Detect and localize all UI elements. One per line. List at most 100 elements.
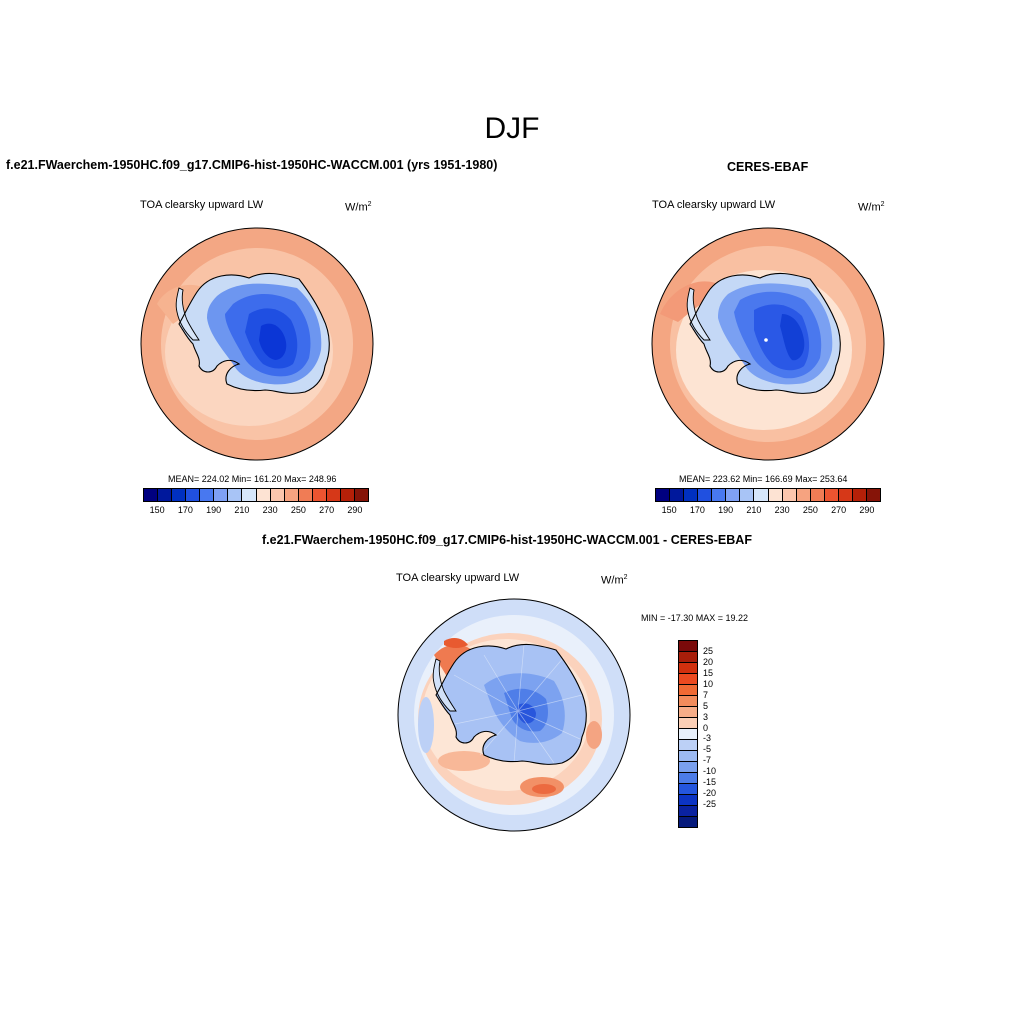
colorbar-swatch [679,641,697,651]
obs-variable-label: TOA clearsky upward LW [652,199,776,211]
colorbar-swatch [679,816,697,827]
colorbar-swatch [679,717,697,728]
colorbar-swatch [679,761,697,772]
colorbar-swatch [837,489,852,501]
model-colorbar [143,488,369,502]
model-panel-title: f.e21.FWaerchem-1950HC.f09_g17.CMIP6-his… [6,158,498,172]
model-stats: MEAN= 224.02 Min= 161.20 Max= 248.96 [168,474,337,484]
colorbar-swatch [851,489,866,501]
obs-map [651,227,885,461]
colorbar-swatch [683,489,698,501]
colorbar-swatch [781,489,796,501]
colorbar-swatch [311,489,326,501]
colorbar-swatch [697,489,712,501]
colorbar-tick-label: 230 [774,505,790,515]
model-map [140,227,374,461]
colorbar-tick-label: 290 [347,505,363,515]
colorbar-tick-label: 0 [703,722,709,733]
obs-panel-title: CERES-EBAF [727,160,809,174]
colorbar-swatch [679,739,697,750]
colorbar-swatch [325,489,340,501]
diff-colorbar-ticks: 25 20 15 10 7 5 3 0 -3 -5 -7 -10 -15 -20 -25 [703,640,733,826]
colorbar-tick-label: 190 [206,505,222,515]
colorbar-swatch [679,706,697,717]
diff-panel-title: f.e21.FWaerchem-1950HC.f09_g17.CMIP6-his… [262,533,752,547]
colorbar-swatch [679,673,697,684]
colorbar-swatch [679,684,697,695]
colorbar-tick-label: 250 [290,505,306,515]
colorbar-tick-label: 210 [746,505,762,515]
colorbar-swatch [753,489,768,501]
colorbar-swatch [725,489,740,501]
colorbar-swatch [679,728,697,739]
colorbar-swatch [157,489,172,501]
colorbar-tick-label: 270 [319,505,335,515]
colorbar-swatch [809,489,824,501]
figure-title: DJF [484,112,540,145]
colorbar-swatch [795,489,810,501]
colorbar-swatch [865,489,880,501]
colorbar-swatch [767,489,782,501]
diff-stats: MIN = -17.30 MAX = 19.22 [641,613,749,623]
diff-units-label: W/m2 [601,574,628,587]
colorbar-swatch [679,695,697,706]
colorbar-tick-label: 230 [262,505,278,515]
colorbar-swatch [679,783,697,794]
colorbar-swatch [144,489,158,501]
colorbar-tick-label: 15 [703,667,714,678]
model-units-label: W/m2 [345,201,372,214]
colorbar-swatch [199,489,214,501]
colorbar-swatch [679,662,697,673]
colorbar-swatch [711,489,726,501]
colorbar-tick-label: 250 [802,505,818,515]
colorbar-swatch [185,489,200,501]
colorbar-tick-label: 3 [703,711,709,722]
diff-colorbar [678,640,698,828]
colorbar-tick-label: -7 [703,755,712,766]
colorbar-tick-label: 10 [703,678,714,689]
colorbar-swatch [255,489,270,501]
colorbar-tick-label: 5 [703,700,709,711]
colorbar-swatch [669,489,684,501]
colorbar-tick-label: 290 [859,505,875,515]
colorbar-tick-label: -5 [703,744,712,755]
diff-variable-label: TOA clearsky upward LW [396,572,520,584]
model-variable-label: TOA clearsky upward LW [140,199,264,211]
colorbar-swatch [283,489,298,501]
colorbar-tick-label: 190 [718,505,734,515]
colorbar-swatch [339,489,354,501]
colorbar-tick-label: -20 [703,788,717,799]
colorbar-tick-label: -3 [703,733,712,744]
colorbar-tick-label: 20 [703,656,714,667]
colorbar-tick-label: 25 [703,645,714,656]
obs-stats: MEAN= 223.62 Min= 166.69 Max= 253.64 [679,474,848,484]
colorbar-swatch [679,750,697,761]
colorbar-swatch [227,489,242,501]
colorbar-swatch [739,489,754,501]
colorbar-tick-label: -15 [703,777,717,788]
colorbar-swatch [269,489,284,501]
obs-units-label: W/m2 [858,201,885,214]
colorbar-tick-label: 170 [689,505,705,515]
colorbar-tick-label: -25 [703,799,717,810]
colorbar-tick-label: -10 [703,766,717,777]
colorbar-swatch [241,489,256,501]
colorbar-swatch [679,794,697,805]
obs-colorbar-ticks: 150 170 190 210 230 250 270 290 [655,505,881,517]
colorbar-swatch [353,489,368,501]
colorbar-swatch [297,489,312,501]
colorbar-tick-label: 150 [661,505,677,515]
colorbar-swatch [656,489,670,501]
colorbar-swatch [823,489,838,501]
model-colorbar-ticks: 150 170 190 210 230 250 270 290 [143,505,369,517]
colorbar-tick-label: 270 [831,505,847,515]
colorbar-swatch [213,489,228,501]
colorbar-tick-label: 150 [149,505,165,515]
colorbar-tick-label: 170 [177,505,193,515]
colorbar-swatch [679,805,697,816]
colorbar-swatch [679,772,697,783]
colorbar-tick-label: 210 [234,505,250,515]
colorbar-swatch [679,651,697,662]
diff-map [397,598,631,832]
colorbar-tick-label: 7 [703,689,709,700]
